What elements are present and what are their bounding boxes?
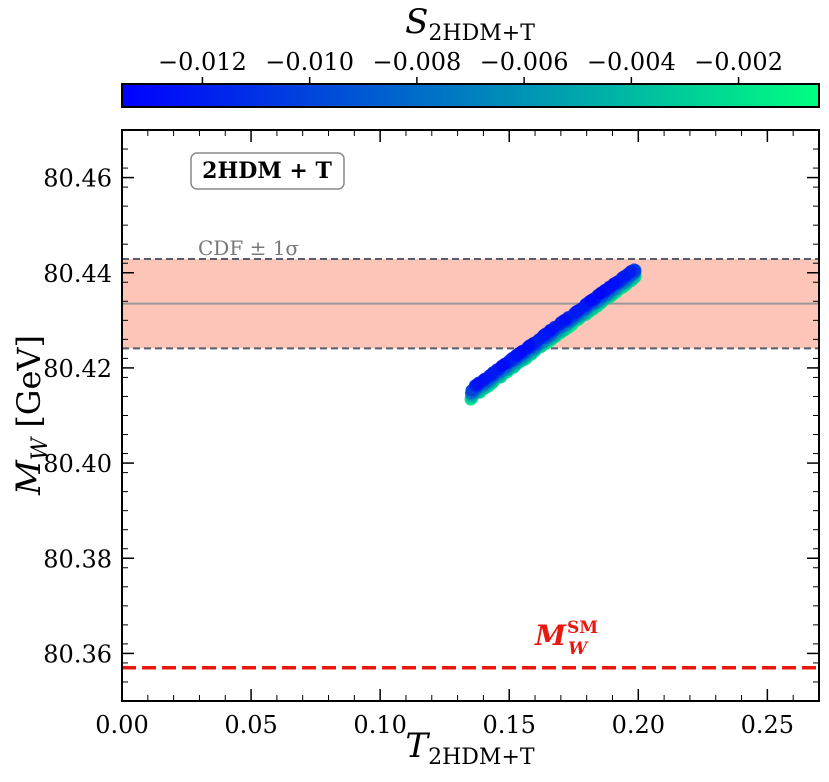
x-axis-title: T2HDM+T <box>405 726 534 770</box>
x-tick-label: 0.05 <box>224 711 277 739</box>
x-tick-label: 0.10 <box>353 711 406 739</box>
y-tick-label: 80.46 <box>43 165 112 193</box>
scatter-point <box>548 320 561 333</box>
colorbar-gradient <box>121 83 820 108</box>
scatter-point <box>571 304 584 317</box>
scatter-point <box>618 270 631 283</box>
scatter-point <box>495 359 508 372</box>
colorbar-title: S2HDM+T <box>405 2 535 46</box>
scatter-point <box>516 344 529 357</box>
colorbar-tick-label: −0.012 <box>158 48 247 76</box>
colorbar-tick-label: −0.010 <box>265 48 354 76</box>
y-tick-label: 80.42 <box>43 355 112 383</box>
model-label-box: 2HDM + T <box>190 152 345 190</box>
colorbar-ticks: −0.012 −0.010 −0.008 −0.006 −0.004 −0.002 <box>158 48 783 84</box>
colorbar-tick-label: −0.006 <box>480 48 569 76</box>
y-tick-label: 80.36 <box>43 640 112 668</box>
x-axis-ticks: 0.00 0.05 0.10 0.15 0.20 0.25 <box>95 130 794 739</box>
y-tick-label: 80.38 <box>43 545 112 573</box>
colorbar-tick-label: −0.002 <box>694 48 783 76</box>
scatter-point <box>584 294 597 307</box>
scatter-point <box>471 377 484 390</box>
cdf-label: CDF ± 1σ <box>198 236 299 260</box>
scatter-point <box>559 313 572 326</box>
x-tick-label: 0.00 <box>95 711 148 739</box>
colorbar-tick-label: −0.008 <box>372 48 461 76</box>
x-tick-label: 0.20 <box>612 711 665 739</box>
y-tick-label: 80.44 <box>43 260 112 288</box>
scatter-point <box>593 287 606 300</box>
plot-frame <box>121 129 820 702</box>
y-axis-title: MW[GeV] <box>9 335 53 496</box>
plot-area: 0.00 0.05 0.10 0.15 0.20 0.25 80.36 80.38 80.40… <box>9 129 820 770</box>
sm-label: MSM W <box>534 618 598 659</box>
model-label: 2HDM + T <box>202 158 332 184</box>
y-axis-ticks: 80.36 80.38 80.40 80.42 80.44 80.46 <box>43 129 819 702</box>
colorbar-tick-label: −0.004 <box>587 48 676 76</box>
colorbar: −0.012 −0.010 −0.008 −0.006 −0.004 −0.002 S2H… <box>121 2 820 108</box>
scatter-points <box>464 263 642 406</box>
x-tick-label: 0.25 <box>741 711 794 739</box>
y-tick-label: 80.40 <box>43 450 112 478</box>
x-tick-label: 0.15 <box>483 711 536 739</box>
